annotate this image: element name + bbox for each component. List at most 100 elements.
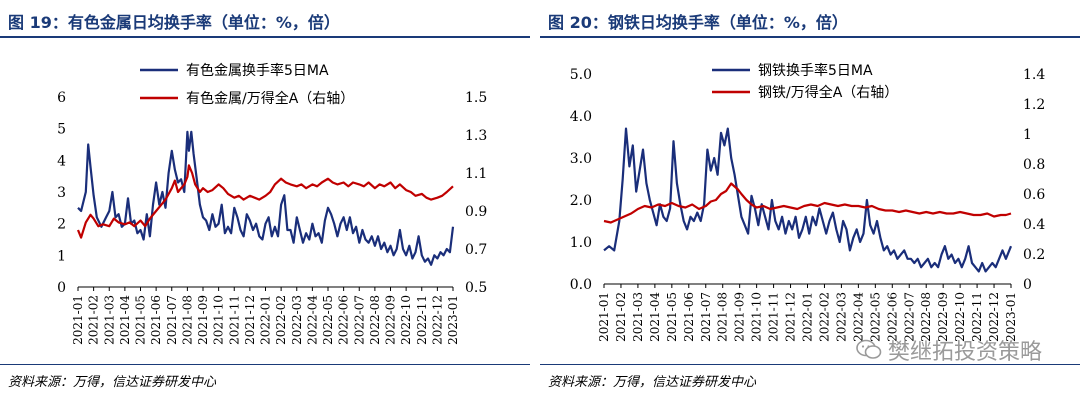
- y-left-tick-label: 2.0: [570, 193, 592, 209]
- source-rule: [540, 364, 1080, 365]
- x-tick-label: 2021-12: [784, 292, 798, 342]
- wechat-icon: [856, 339, 882, 359]
- source-note: 资料来源：万得，信达证券研发中心: [8, 375, 217, 390]
- y-left-tick-label: 5: [57, 122, 66, 138]
- x-tick-label: 2021-03: [631, 292, 645, 342]
- x-tick-label: 2023-01: [1004, 292, 1018, 342]
- x-tick-label: 2021-05: [665, 292, 679, 342]
- x-tick-label: 2022-11: [970, 292, 984, 342]
- x-tick-label: 2021-07: [165, 295, 179, 345]
- x-tick-label: 2021-11: [227, 295, 241, 345]
- x-tick-label: 2022-06: [337, 295, 351, 345]
- x-tick-label: 2021-12: [243, 295, 257, 345]
- x-tick-label: 2022-09: [384, 295, 398, 345]
- y-right-tick-label: 1.5: [465, 90, 487, 106]
- legend-label: 有色金属换手率5日MA: [186, 62, 329, 79]
- x-tick-label: 2022-02: [274, 295, 288, 345]
- x-tick-label: 2022-01: [801, 292, 815, 342]
- x-tick-label: 2022-04: [305, 295, 319, 345]
- x-tick-label: 2021-02: [614, 292, 628, 342]
- title-rule: [540, 36, 1080, 38]
- y-right-tick-label: 0: [1023, 277, 1032, 293]
- watermark: 樊继拓投资策略: [856, 334, 1042, 366]
- y-left-tick-label: 6: [57, 90, 66, 106]
- y-left-tick-label: 5.0: [570, 67, 592, 83]
- y-right-tick-label: 0.7: [465, 242, 487, 258]
- x-tick-label: 2021-07: [699, 292, 713, 342]
- x-tick-label: 2022-12: [987, 292, 1001, 342]
- y-left-tick-label: 1: [57, 248, 66, 264]
- x-tick-label: 2021-03: [102, 295, 116, 345]
- x-tick-label: 2022-01: [259, 295, 273, 345]
- series-line-turnover-ma5: [603, 127, 1013, 273]
- x-tick-label: 2022-10: [399, 295, 413, 345]
- chart-20: 0.0 1.0 2.0 3.0 4.0 5.0 0 0.2 0.4 0.6 0.8 1 1.2 1.4 20…: [570, 62, 1046, 342]
- y-right-tick-label: 0.6: [1023, 187, 1045, 203]
- x-tick-label: 2022-08: [368, 295, 382, 345]
- x-tick-label: 2022-10: [953, 292, 967, 342]
- series-line-turnover-ma5: [77, 130, 455, 266]
- x-tick-label: 2021-09: [196, 295, 210, 345]
- y-right-tick-label: 1.3: [465, 128, 487, 144]
- x-tick-label: 2022-04: [851, 292, 865, 342]
- y-right-tick-label: 0.4: [1023, 217, 1045, 233]
- x-tick-label: 2023-01: [446, 295, 460, 345]
- y-left-tick-label: 3.0: [570, 151, 592, 167]
- y-right-tick-label: 0.9: [465, 204, 487, 220]
- x-tick-label: 2021-01: [71, 295, 85, 345]
- figure-20-panel: 图 20：钢铁日均换手率（单位：%，倍） 0.0 1.0 2.0 3.0 4.0 5.0 0…: [540, 0, 1080, 402]
- series-line-ratio-right-axis: [603, 182, 1012, 224]
- x-tick-label: 2021-01: [597, 292, 611, 342]
- x-tick-label: 2022-06: [885, 292, 899, 342]
- legend-label: 钢铁/万得全A（右轴）: [758, 84, 898, 101]
- title-rule: [0, 36, 530, 38]
- series-line-ratio-right-axis: [76, 164, 454, 239]
- x-tick-label: 2022-05: [868, 292, 882, 342]
- x-tick-label: 2021-05: [134, 295, 148, 345]
- source-rule: [0, 364, 530, 365]
- y-left-tick-label: 0.0: [570, 277, 592, 293]
- y-right-tick-label: 1.2: [1023, 97, 1045, 113]
- x-tick-label: 2022-08: [919, 292, 933, 342]
- x-tick-label: 2022-11: [415, 295, 429, 345]
- y-right-tick-label: 0.2: [1023, 247, 1045, 263]
- y-right-tick-label: 1: [1023, 127, 1032, 143]
- x-tick-label: 2022-03: [834, 292, 848, 342]
- source-note: 资料来源：万得，信达证券研发中心: [548, 375, 757, 390]
- x-tick-label: 2022-02: [817, 292, 831, 342]
- y-left-tick-label: 3: [57, 185, 66, 201]
- x-tick-label: 2021-04: [648, 292, 662, 342]
- y-left-tick-label: 1.0: [570, 235, 592, 251]
- y-right-tick-label: 1.1: [465, 166, 487, 182]
- x-tick-label: 2021-08: [180, 295, 194, 345]
- x-tick-label: 2022-09: [936, 292, 950, 342]
- figure-title: 图 19：有色金属日均换手率（单位：%，倍）: [8, 13, 340, 32]
- x-tick-label: 2021-06: [682, 292, 696, 342]
- y-left-tick-label: 4: [57, 153, 66, 169]
- y-left-tick-label: 4.0: [570, 109, 592, 125]
- watermark-text: 樊继拓投资策略: [887, 340, 1042, 365]
- x-tick-label: 2021-08: [716, 292, 730, 342]
- x-tick-label: 2022-05: [321, 295, 335, 345]
- x-tick-label: 2022-12: [430, 295, 444, 345]
- y-left-tick-label: 2: [57, 217, 66, 233]
- figure-title: 图 20：钢铁日均换手率（单位：%，倍）: [548, 13, 848, 32]
- figure-19-panel: 图 19：有色金属日均换手率（单位：%，倍） 0 1 2 3 4 5 6 0.5 0.7 0.9 1…: [0, 0, 530, 402]
- y-right-tick-label: 1.4: [1023, 67, 1045, 83]
- x-tick-label: 2021-09: [733, 292, 747, 342]
- x-tick-label: 2021-10: [750, 292, 764, 342]
- x-tick-label: 2021-11: [767, 292, 781, 342]
- y-right-tick-label: 0.5: [465, 280, 487, 296]
- y-right-tick-label: 0.8: [1023, 157, 1045, 173]
- y-left-tick-label: 0: [57, 280, 66, 296]
- legend-label: 钢铁换手率5日MA: [758, 62, 873, 79]
- legend-label: 有色金属/万得全A（右轴）: [186, 90, 354, 107]
- x-tick-label: 2022-07: [902, 292, 916, 342]
- x-tick-label: 2021-02: [87, 295, 101, 345]
- x-tick-label: 2022-03: [290, 295, 304, 345]
- x-tick-label: 2021-10: [212, 295, 226, 345]
- x-tick-label: 2021-04: [118, 295, 132, 345]
- x-tick-label: 2022-07: [352, 295, 366, 345]
- x-tick-label: 2021-06: [149, 295, 163, 345]
